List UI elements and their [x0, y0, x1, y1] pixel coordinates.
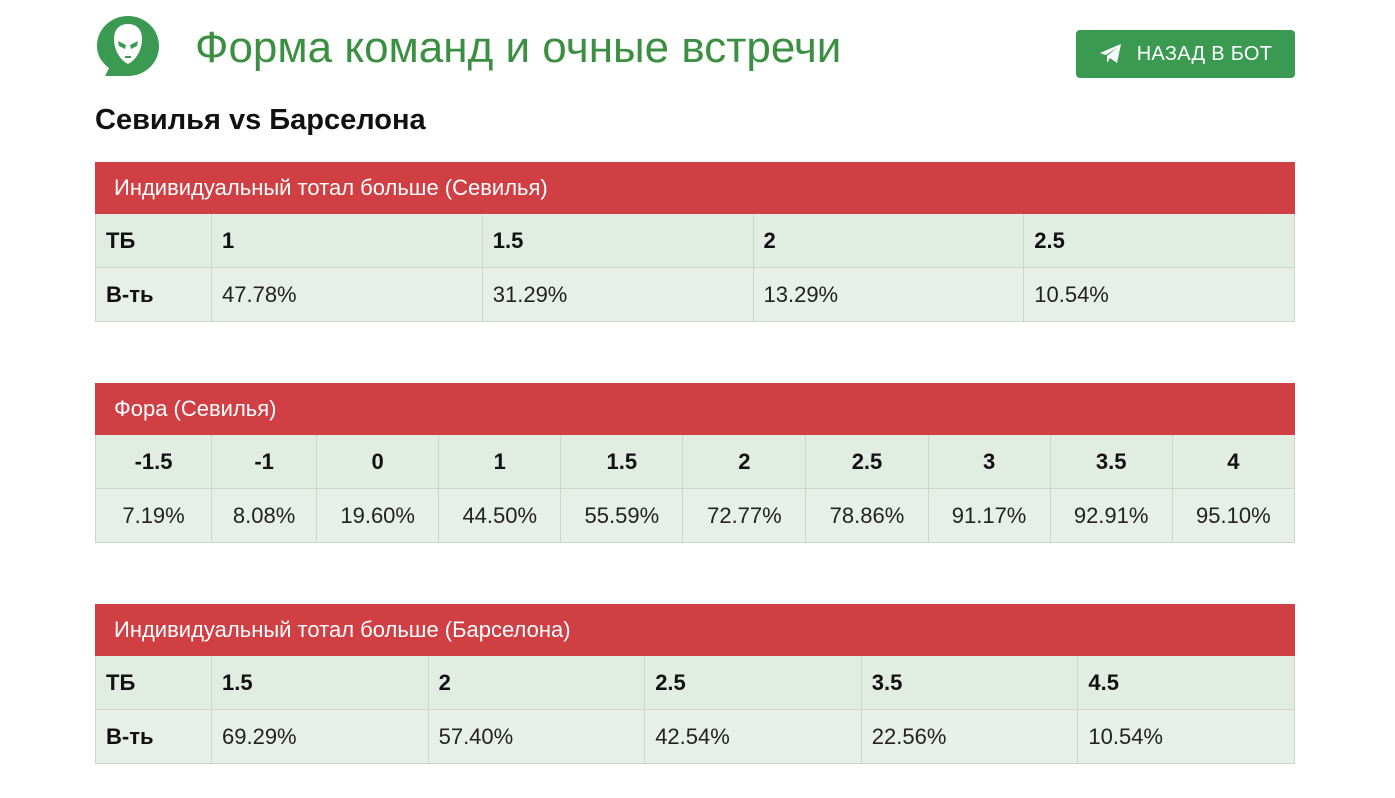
table-row: В-ть 47.78% 31.29% 13.29% 10.54% — [95, 267, 1295, 322]
handicap-cell: 3.5 — [1049, 434, 1173, 489]
probability-cell: 55.59% — [560, 488, 684, 543]
page-header: Форма команд и очные встречи НАЗАД В БОТ — [95, 14, 1295, 84]
probability-cell: 31.29% — [481, 267, 754, 322]
table-row: ТБ 1.5 2 2.5 3.5 4.5 — [95, 655, 1295, 710]
probability-cell: 10.54% — [1077, 709, 1295, 764]
probability-cell: 10.54% — [1023, 267, 1295, 322]
sevilla-handicap-table: Фора (Севилья) -1.5 -1 0 1 1.5 2 2.5 3 3… — [94, 383, 1296, 543]
probability-cell: 47.78% — [211, 267, 483, 322]
probability-cell: 42.54% — [644, 709, 862, 764]
table-row: 7.19% 8.08% 19.60% 44.50% 55.59% 72.77% … — [94, 488, 1296, 543]
back-to-bot-button[interactable]: НАЗАД В БОТ — [1076, 30, 1295, 78]
threshold-cell: 1.5 — [211, 655, 429, 710]
match-title: Севилья vs Барселона — [95, 104, 426, 136]
threshold-cell: 1 — [211, 213, 483, 268]
telegram-icon — [1099, 43, 1123, 65]
alien-logo-icon[interactable] — [95, 14, 161, 80]
probability-cell: 69.29% — [211, 709, 429, 764]
barcelona-individual-total-table: Индивидуальный тотал больше (Барселона) … — [95, 604, 1295, 764]
probability-cell: 7.19% — [94, 488, 213, 543]
table-row: ТБ 1 1.5 2 2.5 — [95, 213, 1295, 268]
row-label-probability: В-ть — [95, 267, 212, 322]
probability-cell: 19.60% — [316, 488, 440, 543]
threshold-cell: 3.5 — [860, 655, 1079, 710]
probability-cell: 44.50% — [438, 488, 562, 543]
handicap-cell: 3 — [927, 434, 1051, 489]
row-label-tb: ТБ — [95, 213, 212, 268]
handicap-cell: 4 — [1171, 434, 1296, 489]
sevilla-individual-total-table: Индивидуальный тотал больше (Севилья) ТБ… — [95, 162, 1295, 322]
threshold-cell: 2 — [427, 655, 646, 710]
handicap-cell: 0 — [316, 434, 440, 489]
row-label-probability: В-ть — [95, 709, 212, 764]
probability-cell: 78.86% — [805, 488, 929, 543]
probability-cell: 8.08% — [211, 488, 318, 543]
table-caption: Фора (Севилья) — [95, 383, 1295, 435]
probability-cell: 22.56% — [860, 709, 1079, 764]
threshold-cell: 4.5 — [1077, 655, 1295, 710]
page-title: Форма команд и очные встречи — [195, 23, 842, 72]
probability-cell: 91.17% — [927, 488, 1051, 543]
probability-cell: 92.91% — [1049, 488, 1173, 543]
threshold-cell: 2.5 — [1023, 213, 1295, 268]
handicap-cell: -1 — [211, 434, 318, 489]
threshold-cell: 2 — [752, 213, 1025, 268]
threshold-cell: 2.5 — [644, 655, 862, 710]
probability-cell: 57.40% — [427, 709, 646, 764]
probability-cell: 13.29% — [752, 267, 1025, 322]
handicap-cell: 1 — [438, 434, 562, 489]
handicap-cell: 1.5 — [560, 434, 684, 489]
threshold-cell: 1.5 — [481, 213, 754, 268]
table-row: -1.5 -1 0 1 1.5 2 2.5 3 3.5 4 — [94, 434, 1296, 489]
table-row: В-ть 69.29% 57.40% 42.54% 22.56% 10.54% — [95, 709, 1295, 764]
probability-cell: 72.77% — [682, 488, 807, 543]
table-caption: Индивидуальный тотал больше (Барселона) — [95, 604, 1295, 656]
handicap-cell: 2.5 — [805, 434, 929, 489]
table-caption: Индивидуальный тотал больше (Севилья) — [95, 162, 1295, 214]
probability-cell: 95.10% — [1171, 488, 1296, 543]
row-label-tb: ТБ — [95, 655, 212, 710]
back-button-label: НАЗАД В БОТ — [1136, 42, 1273, 65]
handicap-cell: 2 — [682, 434, 807, 489]
handicap-cell: -1.5 — [94, 434, 213, 489]
